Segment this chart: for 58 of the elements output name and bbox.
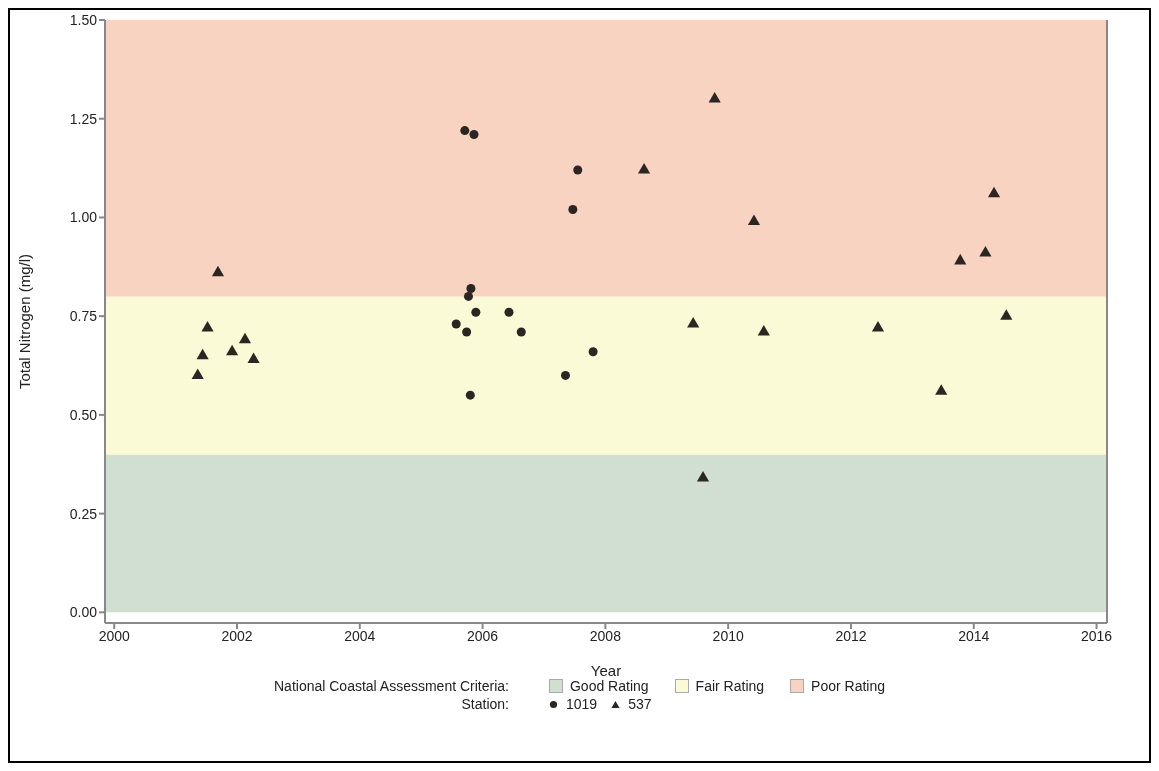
point [211, 265, 225, 277]
y-tick-label: 0.75 [69, 308, 98, 325]
point [196, 348, 209, 360]
point [747, 214, 761, 225]
point [504, 307, 514, 317]
point [460, 126, 470, 136]
y-tick-label: 1.50 [69, 11, 98, 28]
point [696, 471, 710, 482]
point [560, 370, 570, 380]
point [201, 321, 214, 332]
x-tick-label: 2014 [958, 627, 990, 644]
point [573, 165, 583, 175]
x-tick-label: 2006 [467, 627, 499, 644]
legend-label: Poor Rating [810, 678, 885, 694]
point [757, 324, 770, 336]
point [568, 205, 578, 215]
point [465, 390, 475, 400]
legend-label: 1019 [565, 696, 598, 712]
legend-label: 537 [627, 696, 652, 712]
legend-label: Fair Rating [694, 678, 765, 694]
x-axis-title: Year [590, 662, 622, 679]
y-tick-label: 0.25 [69, 505, 98, 522]
x-tick-label: 2016 [1080, 627, 1113, 644]
point [516, 327, 526, 337]
point [226, 344, 239, 356]
y-tick-label: 0.00 [69, 604, 98, 621]
point [451, 319, 461, 329]
point [463, 291, 473, 301]
legend-label: Good Rating [569, 678, 649, 694]
point [238, 332, 252, 344]
point [1000, 309, 1013, 320]
x-tick-label: 2004 [344, 627, 376, 644]
x-tick-label: 2002 [221, 627, 253, 644]
legend-title: Station: [460, 696, 509, 712]
y-tick-label: 1.00 [69, 209, 98, 226]
point [466, 284, 476, 294]
x-tick-label: 2012 [835, 627, 867, 644]
point [588, 347, 598, 357]
point [935, 384, 948, 395]
point [191, 368, 204, 379]
point [687, 317, 700, 328]
point [469, 130, 479, 140]
text: National Coastal Assessment Criteria: [273, 678, 509, 694]
point [954, 253, 967, 265]
x-tick-label: 2008 [589, 627, 622, 644]
point [871, 321, 885, 332]
x-tick-label: 2010 [712, 627, 744, 644]
y-tick-label: 1.25 [69, 110, 98, 127]
point [637, 163, 651, 174]
y-axis-title: Total Nitrogen (mg/l) [16, 253, 34, 390]
point [462, 327, 472, 337]
x-tick-label: 2000 [98, 627, 130, 644]
point [979, 245, 992, 257]
point [708, 91, 721, 103]
point [471, 307, 481, 317]
point [247, 352, 260, 364]
point [987, 186, 1001, 198]
y-tick-label: 0.50 [69, 406, 98, 423]
